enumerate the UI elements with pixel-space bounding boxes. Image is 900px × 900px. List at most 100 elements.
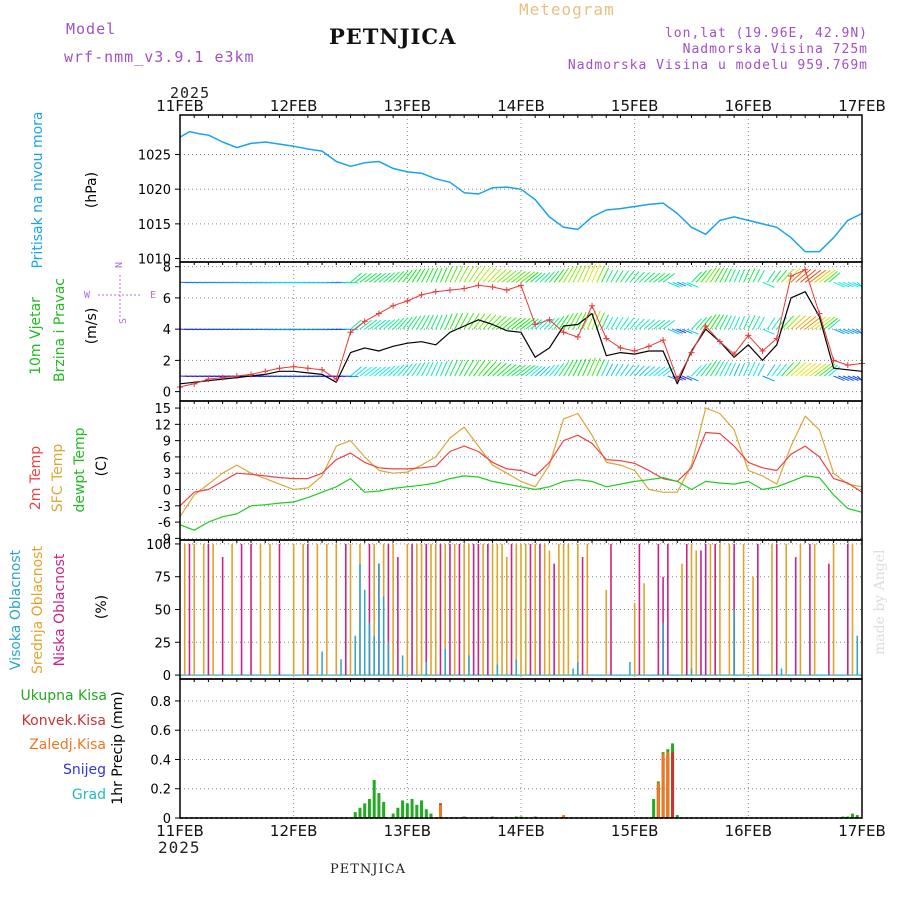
wind-barb [577,265,587,283]
ytick-label: 4 [163,323,171,338]
ytick-label: 0 [163,669,171,684]
wind-barb [705,314,717,330]
wind-barb [364,319,377,330]
wind-barb [620,270,630,283]
wind-barb [610,269,619,283]
wind-barb [558,361,570,377]
precip-axis-label: 1hr Precip (mm) [110,691,126,804]
wind-barb [416,268,426,283]
precip-bar [410,798,414,818]
wind-barb [586,310,596,330]
compass-south: S [118,318,129,324]
ytick-label: 1015 [138,218,171,233]
wind-barb [677,281,687,287]
wind-barb [553,315,565,330]
wind-barb [388,318,400,330]
wind-barb [369,272,382,283]
precip-bar [405,803,409,818]
wind-barb [530,272,543,283]
wind-barb [771,317,782,330]
ytick-label: 1020 [138,183,171,198]
gust-marker [262,368,269,375]
gust-marker [560,329,567,336]
wind-barb [463,359,475,377]
wind-barb [800,363,817,377]
wind-barb [620,317,630,330]
wind-barb [534,366,546,377]
ytick-label: 1010 [138,253,171,268]
wind-barb [544,318,555,330]
wind-barb [743,268,751,283]
low-cloud-axis-label: Niska Oblacnost [52,553,68,666]
wind-barb [624,364,635,377]
pressure-line [179,130,863,253]
wind-barb [714,267,725,283]
xtick-label-bottom: 16FEB [725,822,772,840]
precip-bar [358,807,362,818]
ytick-label: 0 [163,386,171,401]
ytick-label: 0 [163,812,171,827]
gust-marker [361,318,368,325]
wind-barb [639,272,650,283]
wind-barb [492,362,507,377]
gust-marker [446,287,453,294]
wind-barb [458,312,469,330]
wind-barb [691,318,702,330]
wind-barb [496,363,512,377]
sfc-temp-axis-label: SFC Temp [50,444,66,513]
wind-barb [662,366,675,377]
wind-barb [847,281,859,288]
wind-barb [421,361,430,377]
wind-barb [501,364,517,377]
wind-barb [406,316,417,330]
dewpt-axis-label: dewpt Temp [72,427,88,512]
temp-2m-line [179,431,863,507]
ytick-label: 100 [146,538,171,553]
wind-barb [373,319,387,330]
wind-barb [719,267,728,283]
wind-barb [373,366,387,377]
wind-barb [819,269,836,283]
ytick-label: -3 [158,500,171,515]
wind-barb [738,362,746,377]
wind-barb [728,315,736,330]
xtick-label-bottom: 12FEB [270,822,317,840]
wind-barb [563,313,574,330]
wind-barb [553,362,565,377]
wind-barb [468,359,480,377]
wind-barb [681,375,693,381]
wind-barb [686,375,699,382]
gust-marker [660,337,667,344]
wind-barb [364,272,377,283]
wind-barb [572,359,583,377]
footer-title: PETNJICA [330,862,406,877]
wind-barb [501,317,517,330]
wind-barb [643,272,656,283]
wind-barb [364,366,377,377]
precip-bar [562,815,566,818]
wind-barb [752,315,761,330]
wind-barb [601,361,609,377]
ytick-label: 0 [163,484,171,499]
wind-barb [658,319,671,330]
gust-marker [333,376,340,383]
gust-marker [574,333,581,340]
gust-marker [461,285,468,292]
sfc-temp-line [179,407,863,518]
wind-barb [653,319,666,330]
mid-cloud-axis-label: Srednja Oblacnost [30,546,46,674]
wind-barb [449,313,458,330]
wind-barb [454,312,464,330]
wind-barb [686,328,699,335]
wind-barb [610,363,619,377]
wind-barb [539,272,551,283]
wind-barb [804,316,822,330]
gust-marker [546,316,553,323]
gust-marker [489,283,496,290]
precip-legend-item: Ukupna Kisa [20,688,107,704]
wind-barb [823,317,838,330]
ytick-label: 0.4 [150,753,171,768]
wind-barb [833,281,845,288]
wind-barb [624,317,635,330]
